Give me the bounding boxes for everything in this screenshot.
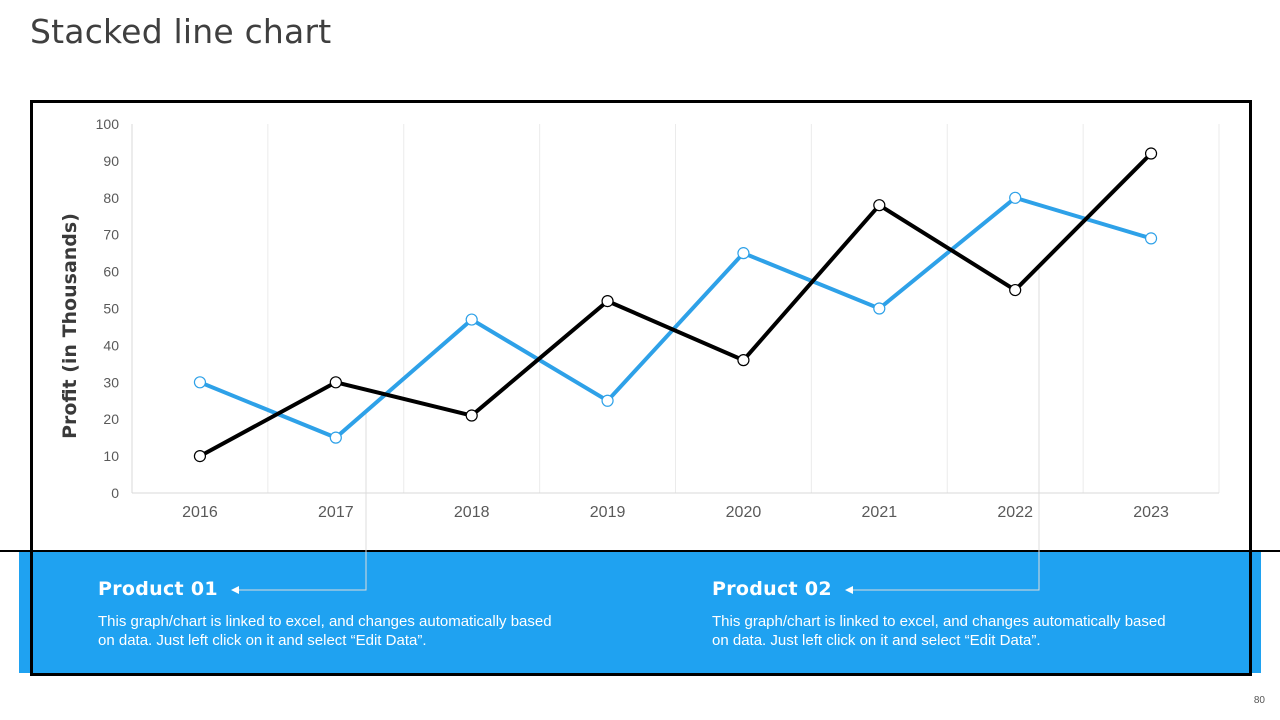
product-01-title: Product 01 — [98, 578, 218, 600]
series-1-point[interactable] — [329, 431, 342, 444]
callout-arrow-product-02 — [845, 586, 853, 594]
y-tick-label: 0 — [111, 485, 119, 501]
axes — [131, 124, 1219, 494]
x-tick-label: 2016 — [182, 504, 218, 521]
product-01-block: Product 01 This graph/chart is linked to… — [98, 578, 558, 650]
series-line-2[interactable] — [198, 152, 1153, 458]
page-number: 80 — [1253, 695, 1265, 706]
callout-line-product-01 — [238, 410, 367, 591]
y-tick-label: 60 — [103, 264, 119, 280]
series-2-point[interactable] — [465, 409, 478, 422]
product-02-title: Product 02 — [712, 578, 832, 600]
series-2-point[interactable] — [1144, 147, 1158, 160]
series-2-point[interactable] — [601, 295, 614, 308]
x-tick-label: 2021 — [862, 504, 898, 521]
divider-line — [0, 550, 1280, 552]
series-line-1[interactable] — [199, 195, 1152, 440]
y-tick-label: 80 — [103, 190, 119, 206]
x-tick-label: 2022 — [997, 504, 1033, 521]
y-tick-labels: 0 10 20 30 40 50 60 70 80 90 100 — [96, 116, 120, 501]
y-tick-label: 40 — [103, 337, 119, 353]
callout-arrow-product-01 — [231, 586, 239, 594]
y-tick-label: 90 — [103, 153, 119, 169]
series-1-point[interactable] — [193, 376, 207, 389]
series-2-point[interactable] — [1009, 283, 1022, 297]
y-tick-label: 20 — [103, 411, 119, 427]
series-1-point[interactable] — [1009, 191, 1022, 204]
product-band — [19, 552, 1261, 673]
x-tick-label: 2023 — [1133, 504, 1169, 521]
callout-line-product-02 — [852, 268, 1040, 591]
series-2-point[interactable] — [193, 450, 207, 463]
product-01-description: This graph/chart is linked to excel, and… — [98, 613, 552, 649]
series-1-point[interactable] — [601, 394, 614, 407]
y-tick-label: 100 — [96, 116, 120, 132]
y-tick-label: 30 — [103, 374, 119, 390]
grid-lines — [131, 124, 1220, 493]
y-tick-label: 50 — [103, 301, 119, 317]
y-axis-label: Profit (in Thousands) — [59, 213, 81, 439]
series-2-point[interactable] — [873, 199, 886, 212]
page-title: Stacked line chart — [30, 12, 332, 51]
series-1-point[interactable] — [873, 302, 886, 315]
series-2-point[interactable] — [737, 354, 750, 367]
x-tick-label: 2018 — [454, 504, 490, 521]
series-points — [193, 147, 1158, 463]
product-02-description: This graph/chart is linked to excel, and… — [712, 613, 1166, 649]
x-tick-label: 2020 — [726, 504, 762, 521]
series-1-point[interactable] — [465, 313, 478, 326]
series-2-point[interactable] — [329, 376, 342, 389]
x-tick-label: 2019 — [590, 504, 626, 521]
series-lines — [198, 152, 1153, 458]
x-tick-label: 2017 — [318, 504, 354, 521]
y-tick-label: 10 — [103, 448, 119, 464]
callout-connectors — [231, 268, 1040, 594]
x-tick-labels: 2016 2017 2018 2019 2020 2021 2022 2023 — [182, 504, 1169, 521]
series-1-point[interactable] — [1144, 232, 1158, 245]
product-02-block: Product 02 This graph/chart is linked to… — [712, 578, 1172, 650]
y-tick-label: 70 — [103, 227, 119, 243]
series-1-point[interactable] — [737, 247, 750, 260]
